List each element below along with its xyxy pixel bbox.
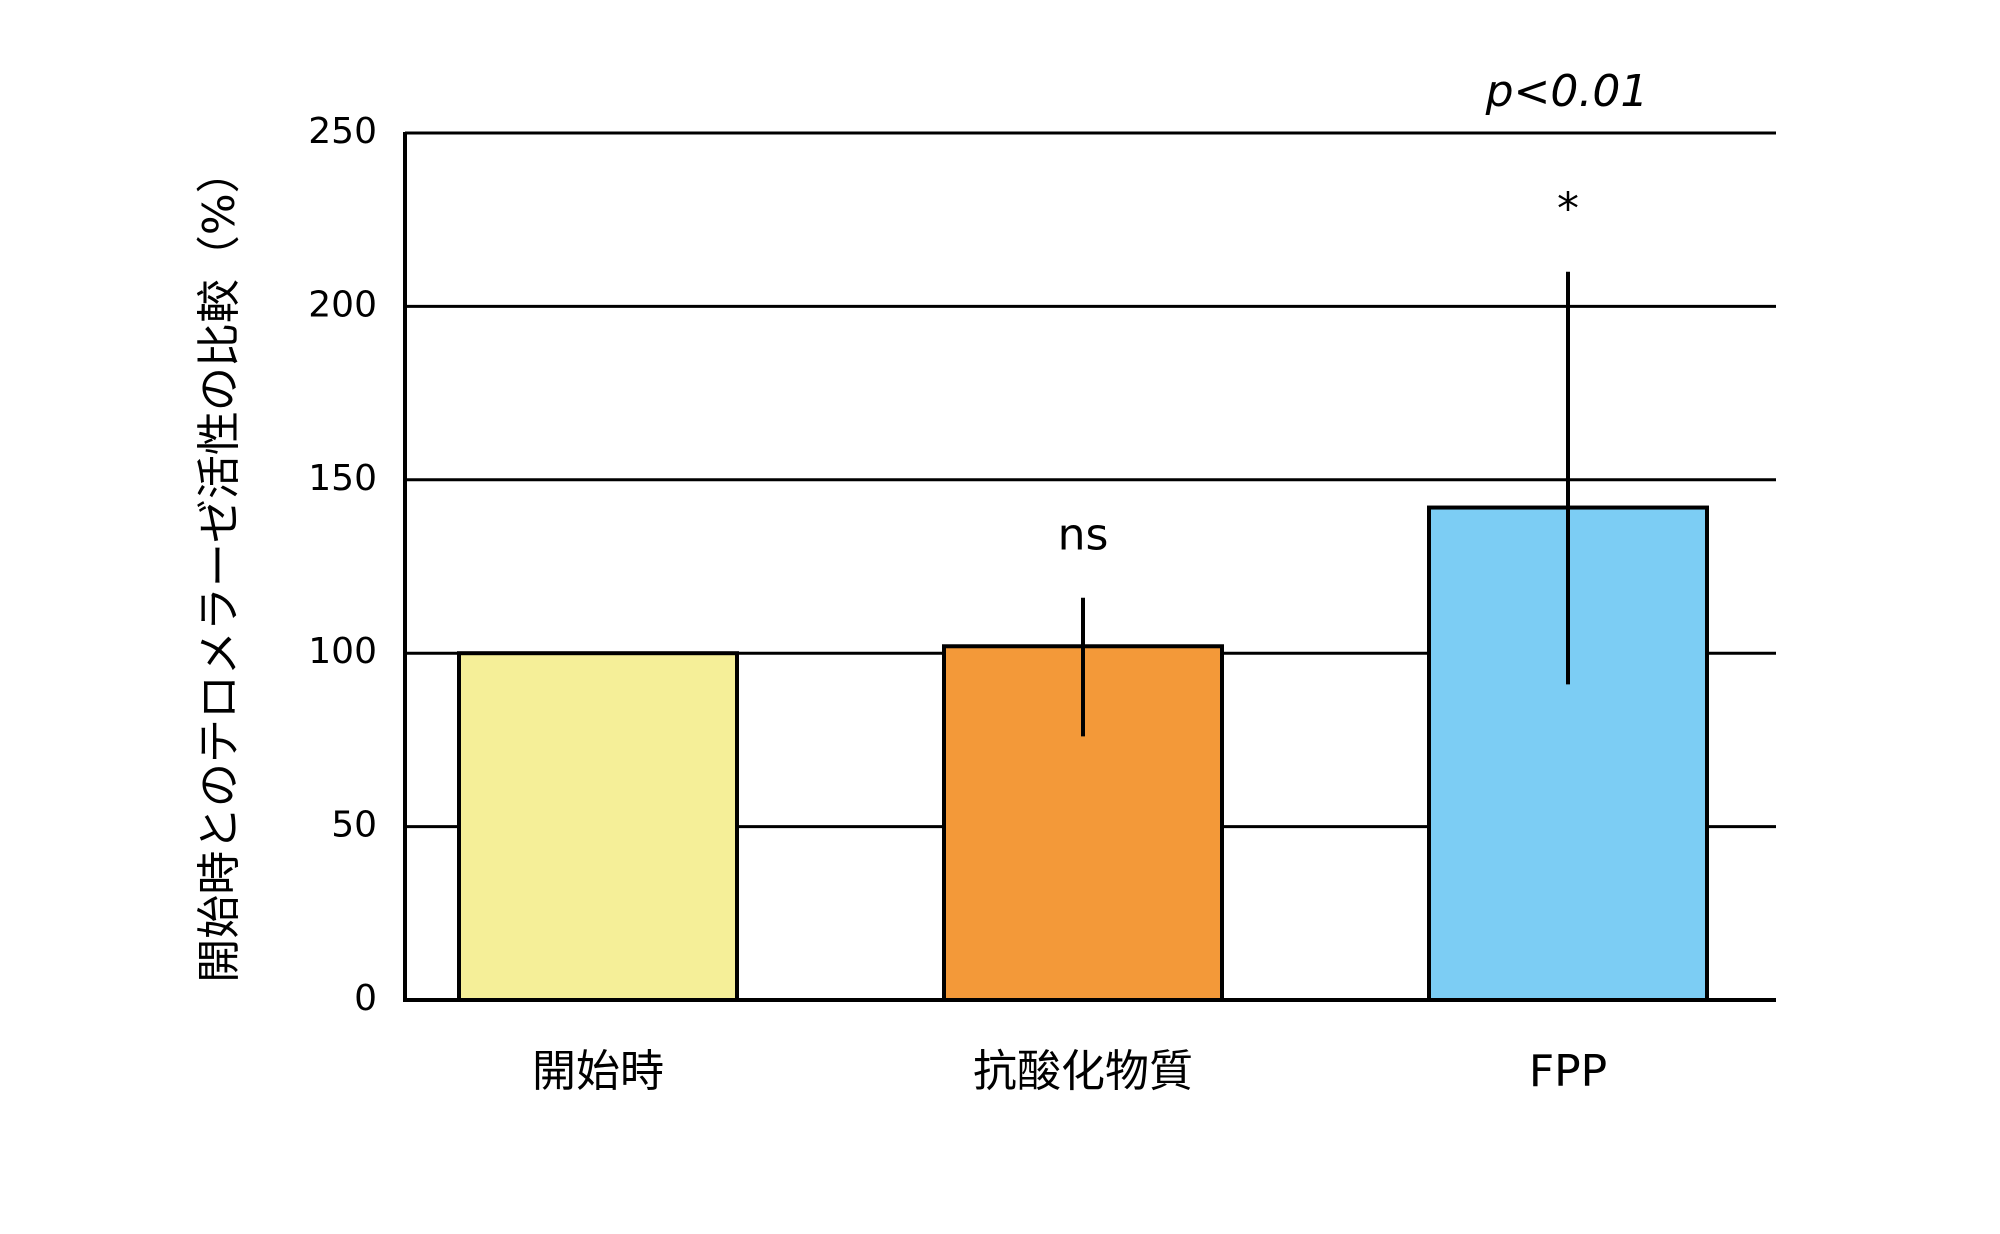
y-axis-label: 開始時とのテロメラーゼ活性の比較（%） — [194, 149, 245, 982]
bar-annotation: ns — [1058, 510, 1109, 561]
y-tick-label: 50 — [331, 805, 377, 846]
significance-label: p<0.01 — [1485, 66, 1649, 117]
y-tick-label: 100 — [308, 631, 377, 672]
x-tick-label: FPP — [1529, 1046, 1607, 1097]
x-tick-label: 開始時 — [532, 1046, 664, 1097]
y-tick-label: 0 — [354, 978, 377, 1019]
bar — [457, 651, 739, 1002]
y-tick-label: 250 — [308, 111, 377, 152]
y-tick-label: 150 — [308, 458, 377, 499]
y-tick-label: 200 — [308, 284, 377, 325]
x-tick-label: 抗酸化物質 — [973, 1046, 1193, 1097]
bar-annotation: * — [1557, 184, 1579, 235]
